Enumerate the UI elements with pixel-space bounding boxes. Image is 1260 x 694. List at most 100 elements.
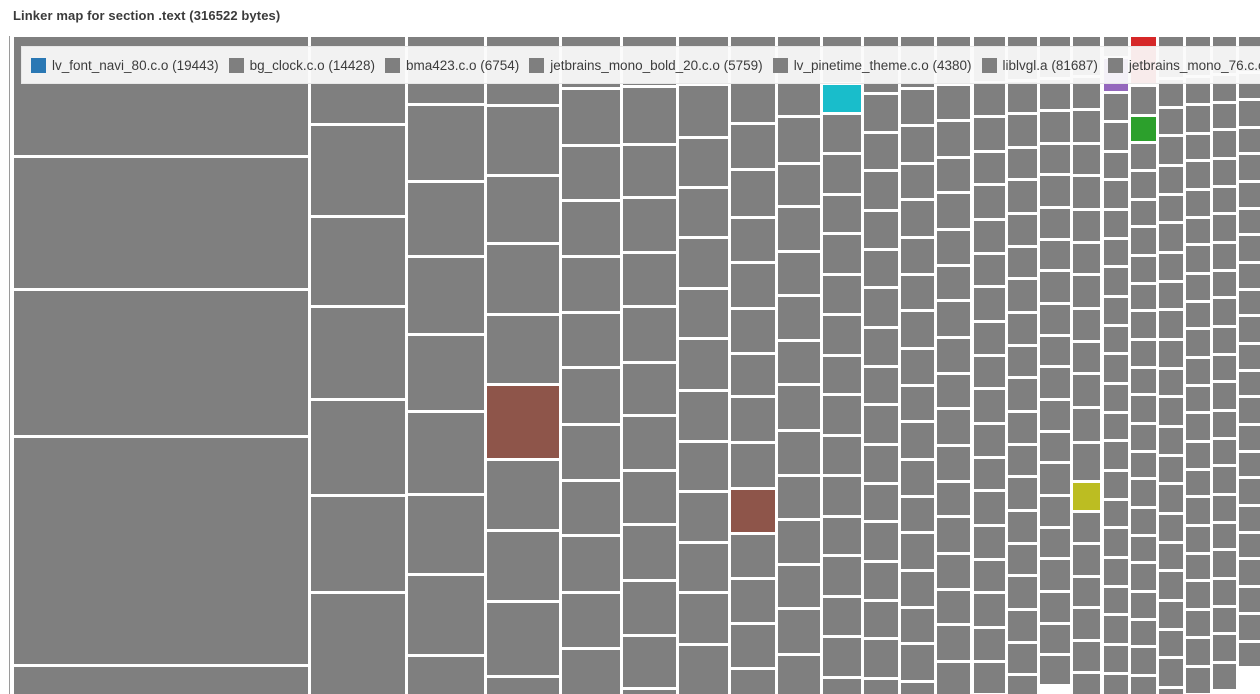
treemap-block: [778, 118, 820, 162]
treemap-block: [1239, 236, 1260, 261]
treemap-block: [937, 591, 970, 623]
treemap-block: [1040, 305, 1070, 334]
treemap-block: [1239, 426, 1260, 450]
treemap-block: [731, 219, 775, 261]
treemap-block-brown: [731, 490, 775, 532]
treemap-block: [679, 139, 728, 186]
treemap-block: [562, 482, 620, 534]
treemap-block: [974, 527, 1005, 558]
treemap-block: [623, 199, 676, 251]
treemap-block: [1186, 498, 1210, 524]
legend-item-label: jetbrains_mono_bold_20.c.o (5759): [550, 57, 763, 73]
treemap-block: [864, 602, 898, 637]
treemap-block: [1008, 149, 1037, 178]
treemap-block: [562, 650, 620, 694]
treemap-block: [974, 323, 1005, 354]
treemap-block: [823, 437, 861, 474]
treemap-block: [974, 492, 1005, 524]
treemap-block: [623, 637, 676, 687]
treemap-block: [937, 518, 970, 552]
legend-item-label: jetbrains_mono_76.c.o (3321): [1128, 57, 1260, 73]
legend-item[interactable]: jetbrains_mono_bold_20.c.o (5759): [529, 57, 763, 73]
treemap-block: [1159, 572, 1183, 599]
treemap-block: [1213, 104, 1236, 128]
treemap-block: [1073, 578, 1100, 606]
treemap-block: [778, 297, 820, 339]
legend-item[interactable]: lv_font_navi_80.c.o (19443): [31, 57, 219, 73]
treemap-block: [1159, 167, 1183, 193]
treemap-block: [937, 267, 970, 299]
treemap-block: [623, 146, 676, 196]
legend-item[interactable]: bma423.c.o (6754): [384, 57, 520, 73]
treemap-block: [901, 645, 934, 680]
treemap-block: [974, 390, 1005, 422]
treemap-block: [974, 357, 1005, 387]
treemap-block: [1213, 131, 1236, 157]
treemap-block: [1073, 111, 1100, 142]
treemap-block: [1073, 609, 1100, 639]
treemap-block: [1008, 644, 1037, 673]
treemap-block: [864, 251, 898, 286]
treemap-block: [731, 444, 775, 487]
treemap-block: [1159, 689, 1183, 694]
treemap-block: [679, 340, 728, 389]
treemap-block: [778, 386, 820, 429]
treemap-block: [1073, 244, 1100, 273]
treemap-block: [937, 231, 970, 264]
treemap-block: [562, 202, 620, 255]
treemap-block: [1104, 501, 1128, 526]
treemap-block: [974, 255, 1005, 285]
treemap-block: [823, 638, 861, 676]
legend-item[interactable]: bg_clock.c.o (14428): [228, 57, 375, 73]
treemap-block: [1131, 453, 1156, 477]
treemap-block: [562, 147, 620, 199]
legend-item-label: liblvgl.a (81687): [1002, 57, 1098, 73]
treemap-block: [1008, 577, 1037, 608]
treemap-block: [1159, 515, 1183, 541]
treemap-block: [864, 134, 898, 169]
legend-item[interactable]: jetbrains_mono_76.c.o (3321): [1107, 57, 1260, 73]
treemap-block: [823, 357, 861, 393]
treemap-block: [901, 350, 934, 384]
treemap-block: [974, 425, 1005, 456]
treemap-block: [901, 312, 934, 347]
treemap-block: [679, 392, 728, 440]
treemap-block: [731, 670, 775, 694]
treemap-block: [14, 438, 308, 664]
treemap-block: [1131, 648, 1156, 674]
treemap-block: [679, 544, 728, 591]
treemap-block: [1131, 285, 1156, 309]
treemap-block: [1239, 183, 1260, 207]
treemap-block: [1239, 101, 1260, 126]
treemap-block: [1213, 356, 1236, 380]
treemap-block: [731, 125, 775, 168]
legend-item[interactable]: liblvgl.a (81687): [981, 57, 1098, 73]
treemap-block: [1131, 537, 1156, 561]
legend-item[interactable]: lv_pinetime_theme.c.o (4380): [772, 57, 972, 73]
treemap-block: [1213, 496, 1236, 521]
treemap-block: [311, 308, 405, 398]
treemap-block: [1073, 545, 1100, 575]
treemap-block: [408, 258, 484, 333]
treemap-block: [1186, 527, 1210, 552]
treemap-block: [778, 208, 820, 250]
legend-item-label: bma423.c.o (6754): [405, 57, 520, 73]
treemap-block: [1159, 370, 1183, 395]
treemap-block: [1159, 283, 1183, 308]
treemap-block: [1040, 593, 1070, 622]
treemap-block: [823, 155, 861, 193]
legend-item-label: bg_clock.c.o (14428): [249, 57, 375, 73]
treemap-block: [1008, 181, 1037, 212]
treemap-block: [311, 126, 405, 215]
treemap-block: [1073, 211, 1100, 241]
treemap-block: [1239, 453, 1260, 476]
treemap-block: [679, 646, 728, 694]
treemap-block: [1131, 509, 1156, 534]
treemap-block: [1213, 244, 1236, 269]
treemap-block: [1213, 383, 1236, 409]
treemap-block: [974, 288, 1005, 320]
treemap-block: [311, 594, 405, 694]
treemap-block: [1040, 209, 1070, 238]
treemap-block: [408, 183, 484, 255]
